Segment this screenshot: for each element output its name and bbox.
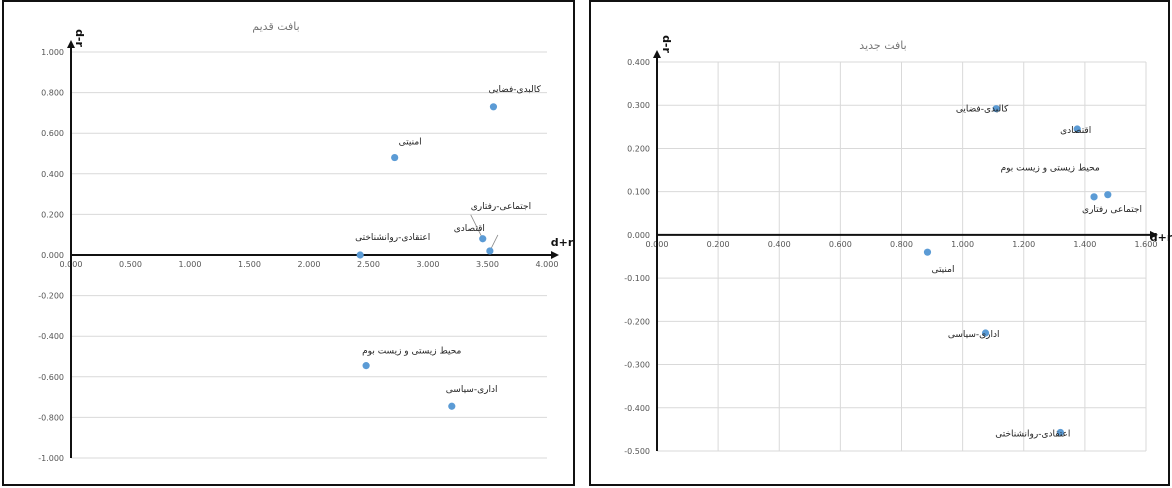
chart-1-x-tick-label: 0.600 xyxy=(829,240,852,249)
chart-1-y-tick-label: -0.200 xyxy=(624,317,650,326)
chart-1-y-tick-label: 0.400 xyxy=(627,58,650,67)
chart-1-x-axis-arrow xyxy=(1150,230,1158,239)
chart-1-data-point xyxy=(1073,125,1081,133)
chart-0-y-tick-label: 0.200 xyxy=(41,210,64,219)
chart-0-data-point xyxy=(486,247,494,255)
chart-0-data-label: اداری-سیاسی xyxy=(446,385,498,395)
chart-0-x-axis-arrow xyxy=(551,251,559,259)
chart-0-x-tick-label: 4.000 xyxy=(536,260,559,269)
chart-1-y-tick-label: 0.100 xyxy=(627,188,650,197)
scatter-chart-new-fabric: 0.400 0.300 0.200 0.100 0.000 -0.100 -0.200 -0.… xyxy=(624,35,1172,456)
chart-0-data-label: اعتقادی-روانشناختی xyxy=(355,233,430,243)
chart-1-data-label: محیط زیستی و زیست بوم xyxy=(1001,164,1100,174)
chart-0-data-label: محیط زیستی و زیست بوم xyxy=(362,347,461,357)
chart-panel-new-fabric: 0.400 0.300 0.200 0.100 0.000 -0.100 -0.200 -0.… xyxy=(589,0,1172,486)
chart-1-x-tick-label: 1.400 xyxy=(1073,240,1096,249)
chart-0-x-tick-label: 3.000 xyxy=(417,260,440,269)
chart-0-y-tick-label: 0.600 xyxy=(41,129,64,138)
chart-0-data-point xyxy=(362,362,370,370)
chart-1-data-label: کالبدی-فضایی xyxy=(956,105,1009,115)
chart-1-data-point xyxy=(1104,191,1112,199)
chart-1-y-tick-label: -0.500 xyxy=(624,447,650,456)
chart-0-data-label: امنیتی xyxy=(399,138,422,148)
chart-0-y-tick-label: -0.600 xyxy=(38,373,64,382)
chart-0-x-axis-label: d+r xyxy=(551,236,574,249)
chart-0-x-tick-label: 2.500 xyxy=(357,260,380,269)
chart-0-y-axis-label: d-r xyxy=(73,29,86,47)
chart-0-data-label: اجتماعی-رفتاری xyxy=(471,202,531,212)
chart-panel-old-fabric: 1.000 0.800 0.600 0.400 0.200 0.000 -0.200 -0.4… xyxy=(2,0,575,486)
chart-1-data-label: امنیتی xyxy=(931,265,954,275)
chart-1-data-label: اداری-سیاسی xyxy=(948,330,1000,340)
chart-1-data-point xyxy=(923,248,932,256)
chart-1-data-label: اجتماعی رفتاری xyxy=(1082,205,1142,215)
chart-1-data-label: اعتقادی-روانشناختی xyxy=(995,429,1070,439)
chart-1-x-tick-label: 0.800 xyxy=(890,240,913,249)
chart-1-x-tick-label: 0.200 xyxy=(707,240,730,249)
chart-1-data-point xyxy=(1056,428,1065,437)
chart-1-y-axis-label: d-r xyxy=(660,35,673,53)
chart-0-y-tick-label: 0.400 xyxy=(41,170,64,179)
chart-0-y-tick-label: -0.400 xyxy=(38,332,64,341)
chart-1-y-tick-label: -0.100 xyxy=(624,274,650,283)
chart-1-data-point xyxy=(992,105,1000,113)
chart-0-x-tick-label: 3.500 xyxy=(476,260,499,269)
chart-0-data-point xyxy=(489,103,498,111)
chart-0-x-tick-label: 2.000 xyxy=(298,260,321,269)
chart-1-data-label: اقتصادی xyxy=(1060,126,1091,136)
chart-0-y-tick-label: -0.800 xyxy=(38,413,64,422)
chart-0-data-point xyxy=(448,402,456,410)
chart-0-title: بافت قدیم xyxy=(252,20,299,33)
chart-0-data-label: اقتصادی xyxy=(454,224,485,234)
chart-1-y-tick-label: -0.300 xyxy=(624,361,650,370)
chart-0-y-tick-label: 0.000 xyxy=(41,251,64,260)
chart-1-y-tick-label: 0.000 xyxy=(627,231,650,240)
chart-1-y-tick-label: 0.200 xyxy=(627,144,650,153)
chart-1-x-tick-label: 1.000 xyxy=(951,240,974,249)
chart-1-y-axis-arrow xyxy=(653,50,661,58)
chart-1-x-tick-label: 0.400 xyxy=(768,240,791,249)
chart-0-data-point xyxy=(479,235,487,243)
chart-0-y-tick-label: -1.000 xyxy=(38,454,64,463)
chart-0-y-tick-label: 0.800 xyxy=(41,89,64,98)
chart-0-y-tick-label: -0.200 xyxy=(38,292,64,301)
chart-0-y-axis-arrow xyxy=(67,40,75,48)
chart-0-data-point xyxy=(391,153,399,162)
chart-0-data-point xyxy=(356,251,364,259)
chart-1-x-tick-label: 1.600 xyxy=(1135,240,1158,249)
chart-1-x-tick-label: 1.200 xyxy=(1012,240,1035,249)
chart-0-x-tick-label: 1.000 xyxy=(179,260,202,269)
chart-1-data-point xyxy=(981,329,990,337)
chart-0-leader-line xyxy=(470,214,484,239)
chart-0-data-label: کالبدی-فضایی xyxy=(488,85,541,95)
chart-1-y-tick-label: -0.400 xyxy=(624,404,650,413)
chart-0-x-tick-label: 1.500 xyxy=(238,260,261,269)
chart-0-x-tick-label: 0.500 xyxy=(119,260,142,269)
chart-1-x-axis-label: d+r xyxy=(1150,231,1172,244)
chart-1-y-tick-label: 0.300 xyxy=(627,101,650,110)
scatter-chart-old-fabric: 1.000 0.800 0.600 0.400 0.200 0.000 -0.200 -0.4… xyxy=(38,20,574,463)
chart-1-title: بافت جدید xyxy=(859,39,906,52)
chart-1-data-point xyxy=(1090,193,1098,201)
chart-0-y-tick-label: 1.000 xyxy=(41,48,64,57)
